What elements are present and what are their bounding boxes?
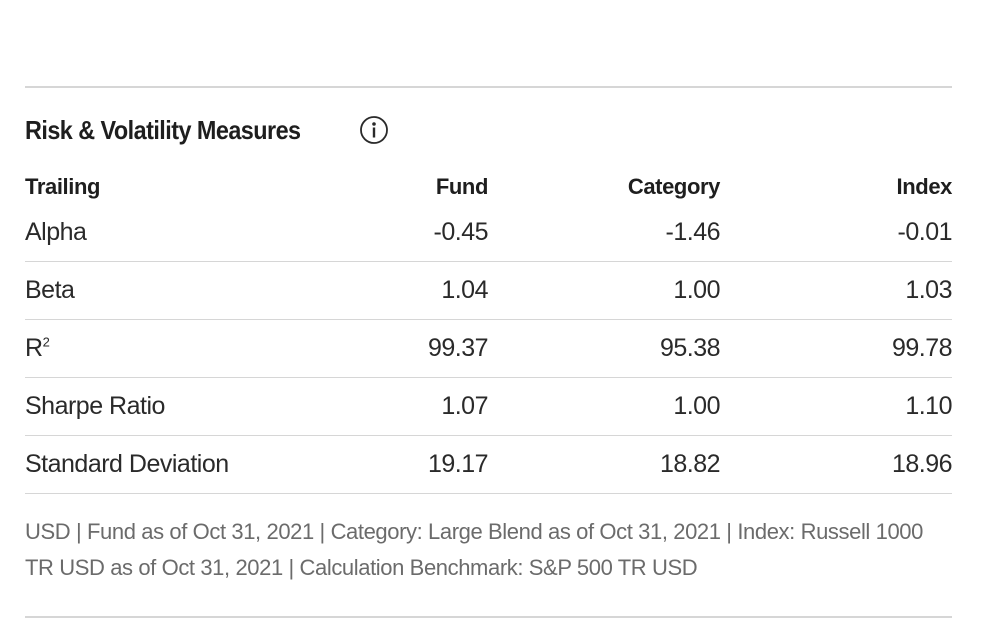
data-footnote: USD | Fund as of Oct 31, 2021 | Category… xyxy=(25,519,923,580)
category-value: 95.38 xyxy=(488,319,721,378)
section-header: Risk & Volatility Measures xyxy=(25,112,388,148)
fund-value: 1.04 xyxy=(288,261,489,320)
index-value: -0.01 xyxy=(720,204,953,262)
category-value: -1.46 xyxy=(488,204,721,262)
section-divider-bottom xyxy=(25,616,952,618)
category-value: 18.82 xyxy=(488,435,721,494)
table-row: Sharpe Ratio 1.07 1.00 1.10 xyxy=(25,377,953,436)
index-value: 99.78 xyxy=(720,319,953,378)
index-value: 18.96 xyxy=(720,435,953,494)
column-header-fund: Fund xyxy=(435,174,489,199)
table-row: Standard Deviation 19.17 18.82 18.96 xyxy=(25,435,953,494)
row-label: Standard Deviation xyxy=(25,435,288,494)
column-header-index: Index xyxy=(896,174,953,199)
column-header-trailing: Trailing xyxy=(25,174,101,199)
row-label: Alpha xyxy=(25,204,288,262)
table-header-row: Trailing Fund Category Index xyxy=(25,170,952,204)
fund-value: 99.37 xyxy=(288,319,489,378)
category-value: 1.00 xyxy=(488,377,721,436)
table-row: Alpha -0.45 -1.46 -0.01 xyxy=(25,204,953,262)
index-value: 1.03 xyxy=(720,261,953,320)
row-label: Beta xyxy=(25,261,288,320)
section-title: Risk & Volatility Measures xyxy=(25,114,301,145)
table-row: R2 99.37 95.38 99.78 xyxy=(25,319,953,378)
fund-value: 19.17 xyxy=(288,435,489,494)
info-icon[interactable] xyxy=(359,115,389,145)
superscript: 2 xyxy=(42,334,50,350)
category-value: 1.00 xyxy=(488,261,721,320)
index-value: 1.10 xyxy=(720,377,953,436)
section-divider-top xyxy=(25,86,952,88)
fund-value: -0.45 xyxy=(288,204,489,262)
risk-measures-table: Trailing Fund Category Index Alpha -0.45… xyxy=(25,170,953,494)
fund-value: 1.07 xyxy=(288,377,489,436)
row-label: Sharpe Ratio xyxy=(25,377,288,436)
table-row: Beta 1.04 1.00 1.03 xyxy=(25,261,953,320)
column-header-category: Category xyxy=(627,174,721,199)
row-label: R2 xyxy=(25,319,288,378)
